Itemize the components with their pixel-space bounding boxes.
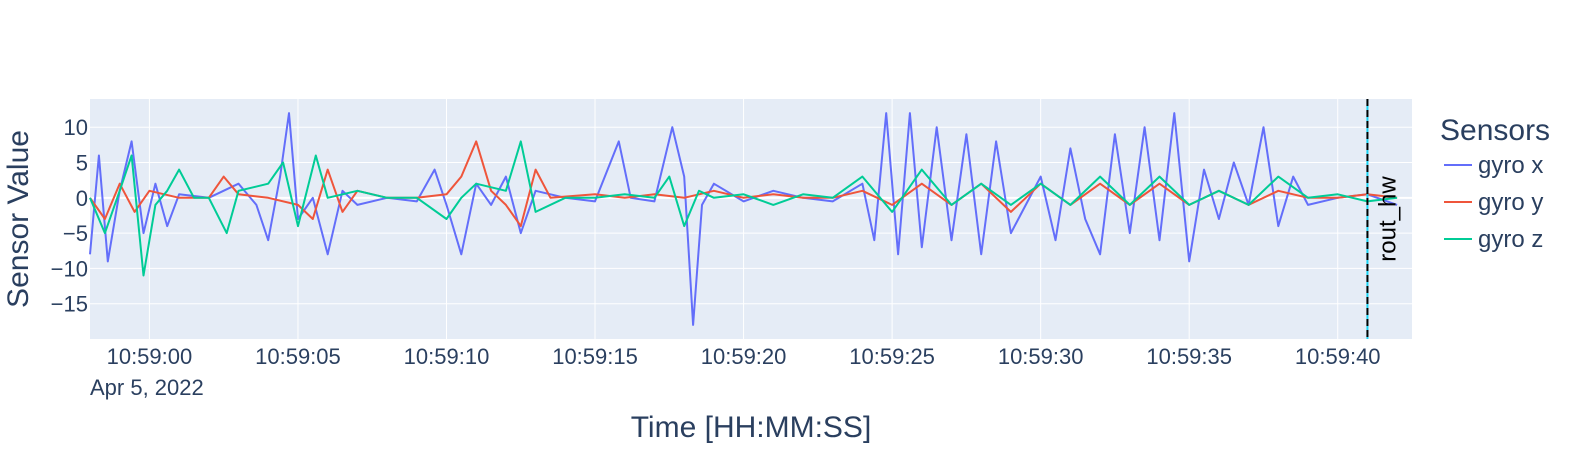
x-tick-label: 10:59:30 — [998, 344, 1084, 369]
plot-area — [90, 99, 1412, 339]
x-tick-labels: 10:59:00 10:59:05 10:59:10 10:59:15 10:59:20… — [107, 344, 1381, 369]
x-tick-label: 10:59:00 — [107, 344, 193, 369]
y-tick-label: −10 — [51, 256, 88, 281]
legend-label-gyro-z: gyro z — [1478, 226, 1543, 253]
x-tick-label: 10:59:40 — [1295, 344, 1381, 369]
legend-title: Sensors — [1440, 114, 1550, 147]
series-layer — [89, 112, 1398, 326]
x-tick-label: 10:59:35 — [1146, 344, 1232, 369]
x-tick-label: 10:59:10 — [404, 344, 490, 369]
y-tick-label: −15 — [51, 292, 88, 317]
legend-label-gyro-x: gyro x — [1478, 152, 1543, 179]
x-axis-title: Time [HH:MM:SS] — [631, 411, 872, 444]
x-tick-label: 10:59:20 — [701, 344, 787, 369]
legend-label-gyro-y: gyro y — [1478, 189, 1543, 216]
x-tick-label: 10:59:05 — [255, 344, 341, 369]
y-tick-label: 5 — [76, 151, 88, 176]
series-line-gyro-y — [89, 140, 1398, 228]
annotation-layer: rout_hw — [1366, 99, 1401, 339]
y-tick-labels: 10 5 0 −5 −10 −15 — [51, 115, 88, 316]
legend: Sensors gyro x gyro y gyro z — [1440, 114, 1550, 253]
x-tick-label: 10:59:15 — [552, 344, 638, 369]
date-label: Apr 5, 2022 — [90, 375, 204, 400]
y-axis-title: Sensor Value — [2, 130, 35, 308]
annotation-label: rout_hw — [1374, 176, 1401, 262]
legend-items: gyro x gyro y gyro z — [1444, 152, 1543, 253]
y-tick-label: 10 — [64, 115, 88, 140]
y-tick-label: −5 — [63, 221, 88, 246]
x-tick-label: 10:59:25 — [849, 344, 935, 369]
series-line-gyro-z — [89, 140, 1398, 277]
y-tick-label: 0 — [76, 186, 88, 211]
